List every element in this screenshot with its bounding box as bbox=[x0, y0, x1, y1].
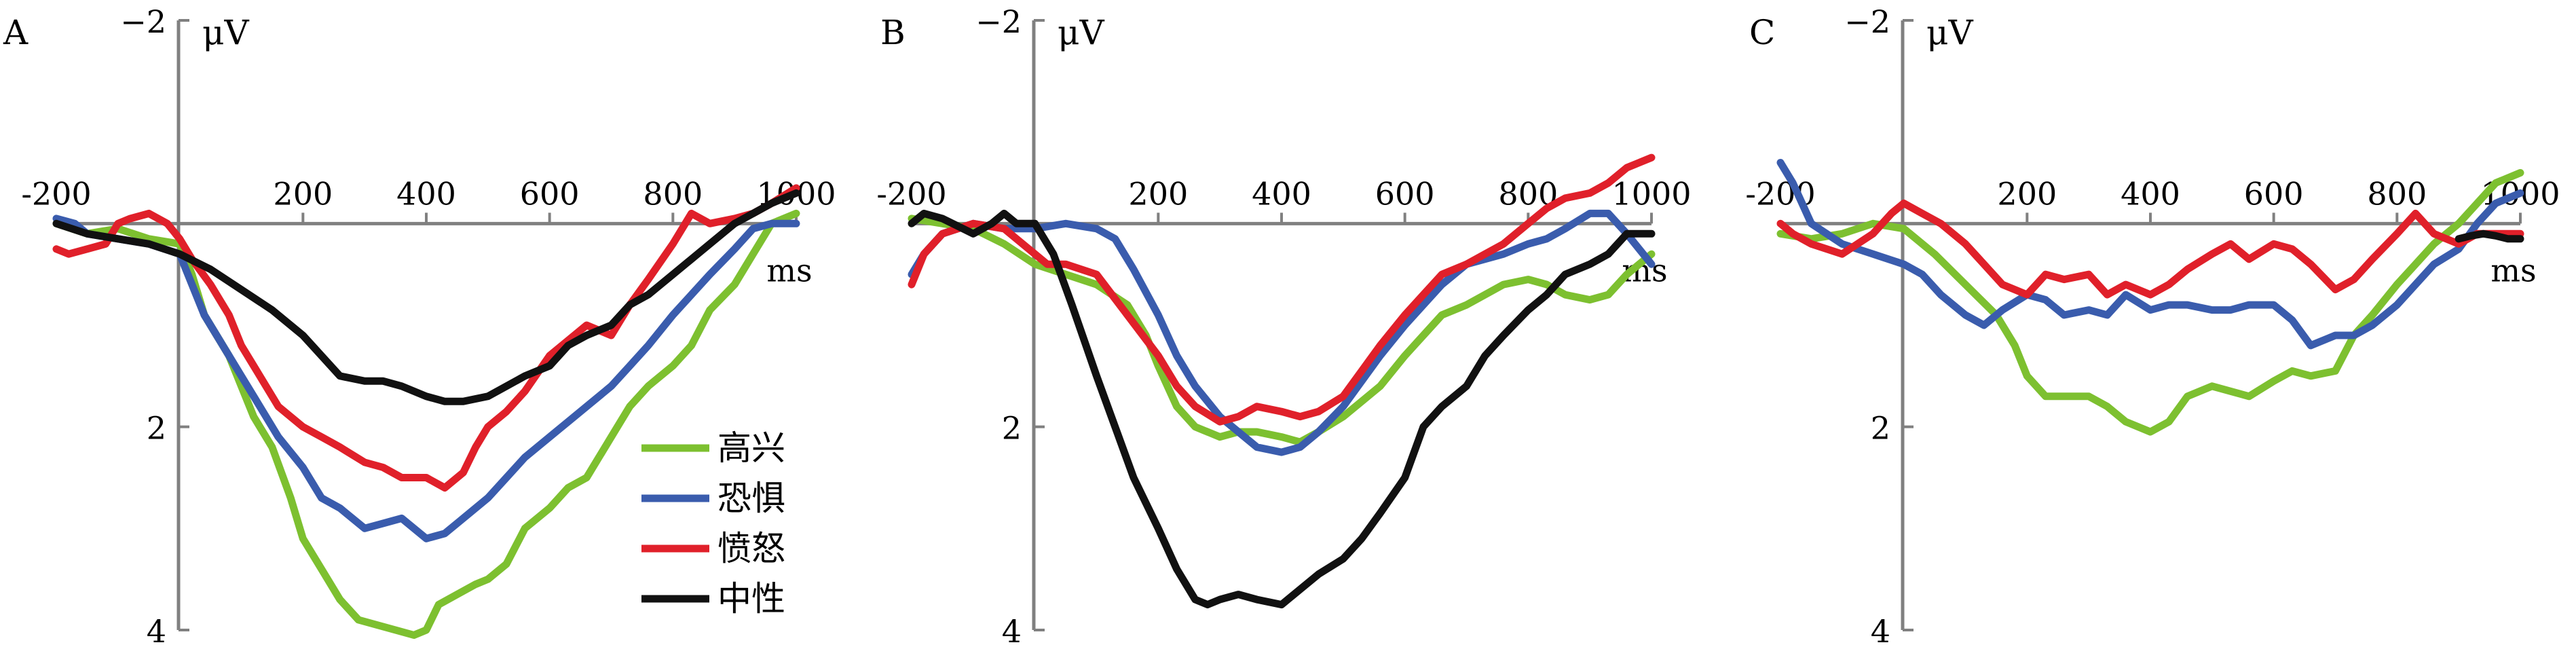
y-tick-label: 4 bbox=[1871, 613, 1890, 647]
series-line-4 bbox=[2454, 229, 2524, 243]
x-tick-label: -200 bbox=[876, 175, 946, 212]
x-axis-label: ms bbox=[2490, 252, 2536, 289]
y-tick-label: −2 bbox=[1844, 3, 1890, 40]
y-tick-label: 2 bbox=[1002, 410, 1022, 447]
y-tick-label: −2 bbox=[120, 3, 166, 40]
series-line-4 bbox=[52, 189, 800, 405]
x-tick-label: 800 bbox=[2367, 175, 2427, 212]
series-line-2 bbox=[1776, 159, 2524, 350]
panel-label: C bbox=[1749, 13, 1775, 52]
panel-label: B bbox=[880, 13, 906, 52]
x-tick-label: 800 bbox=[643, 175, 703, 212]
y-axis-label: μV bbox=[1058, 13, 1104, 52]
y-axis-label: μV bbox=[1926, 13, 1973, 52]
x-tick-label: 200 bbox=[1997, 175, 2057, 212]
legend-label: 高兴 bbox=[717, 428, 785, 468]
y-tick-label: 2 bbox=[1871, 410, 1890, 447]
x-tick-label: 600 bbox=[2244, 175, 2304, 212]
x-tick-label: 1000 bbox=[1611, 175, 1691, 212]
x-tick-label: 600 bbox=[1375, 175, 1435, 212]
x-tick-label: 200 bbox=[1128, 175, 1188, 212]
y-tick-label: 4 bbox=[147, 613, 166, 647]
series-line-1 bbox=[1776, 169, 2524, 436]
series-line-3 bbox=[52, 184, 800, 492]
legend-label: 愤怒 bbox=[717, 529, 785, 568]
series-line-4 bbox=[908, 209, 1656, 609]
x-tick-label: 400 bbox=[396, 175, 456, 212]
x-tick-label: 400 bbox=[2121, 175, 2180, 212]
x-axis-label: ms bbox=[766, 252, 812, 289]
x-tick-label: 600 bbox=[520, 175, 580, 212]
series-line-3 bbox=[908, 153, 1656, 426]
series-line-2 bbox=[52, 215, 800, 542]
series-line-2 bbox=[908, 209, 1656, 456]
x-tick-label: 200 bbox=[273, 175, 333, 212]
panel-label: A bbox=[3, 13, 29, 52]
series-line-1 bbox=[52, 209, 800, 639]
y-tick-label: −2 bbox=[975, 3, 1022, 40]
x-tick-label: 400 bbox=[1252, 175, 1311, 212]
y-tick-label: 4 bbox=[1002, 613, 1022, 647]
y-tick-label: 2 bbox=[147, 410, 166, 447]
x-tick-label: -200 bbox=[21, 175, 91, 212]
series-line-3 bbox=[1776, 199, 2524, 299]
legend-label: 中性 bbox=[717, 579, 785, 618]
y-axis-label: μV bbox=[202, 13, 249, 52]
legend-label: 恐惧 bbox=[717, 479, 785, 518]
